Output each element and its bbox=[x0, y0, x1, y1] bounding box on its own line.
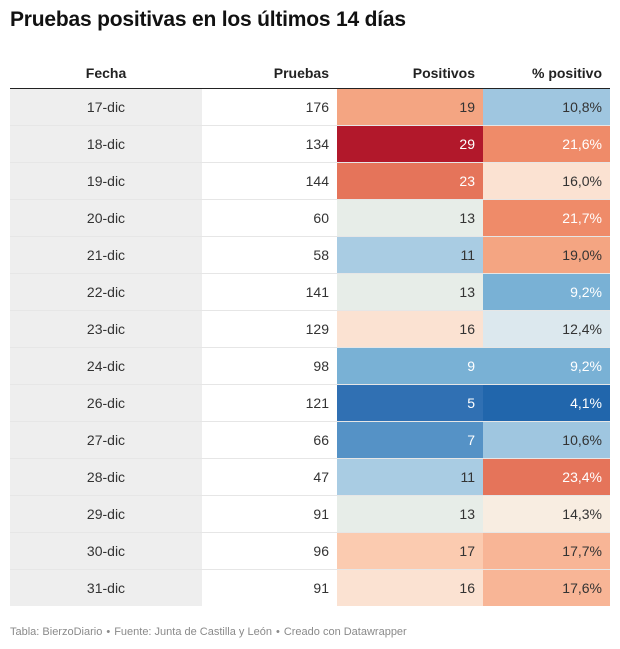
cell-pruebas: 134 bbox=[202, 125, 337, 163]
cell-fecha: 31-dic bbox=[10, 569, 202, 606]
footer-tabla: Tabla: BierzoDiario bbox=[10, 626, 103, 638]
cell-pct-positivo: 17,7% bbox=[483, 532, 610, 570]
footer-creado: Creado con Datawrapper bbox=[283, 626, 407, 638]
cell-fecha: 24-dic bbox=[10, 347, 202, 385]
cell-pct-positivo: 17,6% bbox=[483, 569, 610, 606]
cell-pct-positivo: 10,8% bbox=[483, 88, 610, 126]
cell-pruebas: 96 bbox=[202, 532, 337, 570]
footer-fuente: Fuente: Junta de Castilla y León bbox=[114, 626, 272, 638]
cell-pruebas: 60 bbox=[202, 199, 337, 237]
footer: Tabla: BierzoDiario • Fuente: Junta de Cas… bbox=[10, 626, 407, 638]
cell-pct-positivo: 4,1% bbox=[483, 384, 610, 422]
table-row: 26-dic 121 5 4,1% bbox=[10, 384, 610, 422]
table-row: 27-dic 66 7 10,6% bbox=[10, 421, 610, 459]
table-row: 29-dic 91 13 14,3% bbox=[10, 495, 610, 533]
cell-pruebas: 58 bbox=[202, 236, 337, 274]
column-header-fecha[interactable]: Fecha bbox=[10, 58, 202, 89]
cell-positivos: 16 bbox=[337, 569, 483, 606]
table-body: 17-dic 176 19 10,8% 18-dic 134 29 21,6% 19-dic 14… bbox=[10, 88, 610, 606]
cell-fecha: 28-dic bbox=[10, 458, 202, 496]
cell-fecha: 19-dic bbox=[10, 162, 202, 200]
cell-positivos: 5 bbox=[337, 384, 483, 422]
cell-positivos: 29 bbox=[337, 125, 483, 163]
column-header-pct-positivo[interactable]: % positivo bbox=[483, 58, 610, 89]
cell-pruebas: 176 bbox=[202, 88, 337, 126]
cell-pruebas: 98 bbox=[202, 347, 337, 385]
cell-positivos: 17 bbox=[337, 532, 483, 570]
table-row: 31-dic 91 16 17,6% bbox=[10, 569, 610, 606]
cell-fecha: 30-dic bbox=[10, 532, 202, 570]
cell-positivos: 11 bbox=[337, 458, 483, 496]
cell-positivos: 23 bbox=[337, 162, 483, 200]
footer-separator: • bbox=[275, 626, 280, 638]
cell-positivos: 13 bbox=[337, 273, 483, 311]
cell-pct-positivo: 21,6% bbox=[483, 125, 610, 163]
table-row: 21-dic 58 11 19,0% bbox=[10, 236, 610, 274]
table-header-row: Fecha Pruebas Positivos % positivo bbox=[10, 58, 610, 89]
cell-pct-positivo: 21,7% bbox=[483, 199, 610, 237]
footer-separator: • bbox=[106, 626, 111, 638]
table-row: 22-dic 141 13 9,2% bbox=[10, 273, 610, 311]
column-header-positivos[interactable]: Positivos bbox=[337, 58, 483, 89]
cell-pct-positivo: 23,4% bbox=[483, 458, 610, 496]
cell-pruebas: 91 bbox=[202, 495, 337, 533]
data-table: Fecha Pruebas Positivos % positivo 17-di… bbox=[10, 58, 610, 606]
table-row: 28-dic 47 11 23,4% bbox=[10, 458, 610, 496]
cell-pct-positivo: 19,0% bbox=[483, 236, 610, 274]
cell-fecha: 23-dic bbox=[10, 310, 202, 348]
table-row: 23-dic 129 16 12,4% bbox=[10, 310, 610, 348]
column-header-pruebas[interactable]: Pruebas bbox=[202, 58, 337, 89]
table-row: 17-dic 176 19 10,8% bbox=[10, 88, 610, 126]
cell-pct-positivo: 10,6% bbox=[483, 421, 610, 459]
table-row: 30-dic 96 17 17,7% bbox=[10, 532, 610, 570]
cell-fecha: 26-dic bbox=[10, 384, 202, 422]
cell-fecha: 17-dic bbox=[10, 88, 202, 126]
cell-fecha: 20-dic bbox=[10, 199, 202, 237]
cell-pruebas: 141 bbox=[202, 273, 337, 311]
cell-fecha: 22-dic bbox=[10, 273, 202, 311]
cell-pct-positivo: 12,4% bbox=[483, 310, 610, 348]
cell-pruebas: 121 bbox=[202, 384, 337, 422]
cell-pct-positivo: 9,2% bbox=[483, 273, 610, 311]
cell-pruebas: 47 bbox=[202, 458, 337, 496]
cell-positivos: 13 bbox=[337, 495, 483, 533]
cell-positivos: 9 bbox=[337, 347, 483, 385]
cell-positivos: 11 bbox=[337, 236, 483, 274]
cell-fecha: 21-dic bbox=[10, 236, 202, 274]
cell-positivos: 16 bbox=[337, 310, 483, 348]
cell-pct-positivo: 9,2% bbox=[483, 347, 610, 385]
cell-positivos: 13 bbox=[337, 199, 483, 237]
cell-positivos: 19 bbox=[337, 88, 483, 126]
table-row: 24-dic 98 9 9,2% bbox=[10, 347, 610, 385]
chart-title: Pruebas positivas en los últimos 14 días bbox=[10, 8, 406, 31]
cell-pruebas: 129 bbox=[202, 310, 337, 348]
cell-fecha: 29-dic bbox=[10, 495, 202, 533]
table-row: 18-dic 134 29 21,6% bbox=[10, 125, 610, 163]
cell-pct-positivo: 16,0% bbox=[483, 162, 610, 200]
cell-fecha: 18-dic bbox=[10, 125, 202, 163]
cell-pruebas: 91 bbox=[313, 579, 329, 596]
cell-pruebas: 66 bbox=[202, 421, 337, 459]
table-row: 19-dic 144 23 16,0% bbox=[10, 162, 610, 200]
cell-pct-positivo: 14,3% bbox=[483, 495, 610, 533]
cell-pruebas: 144 bbox=[202, 162, 337, 200]
cell-fecha: 27-dic bbox=[10, 421, 202, 459]
table-row: 20-dic 60 13 21,7% bbox=[10, 199, 610, 237]
cell-positivos: 7 bbox=[337, 421, 483, 459]
